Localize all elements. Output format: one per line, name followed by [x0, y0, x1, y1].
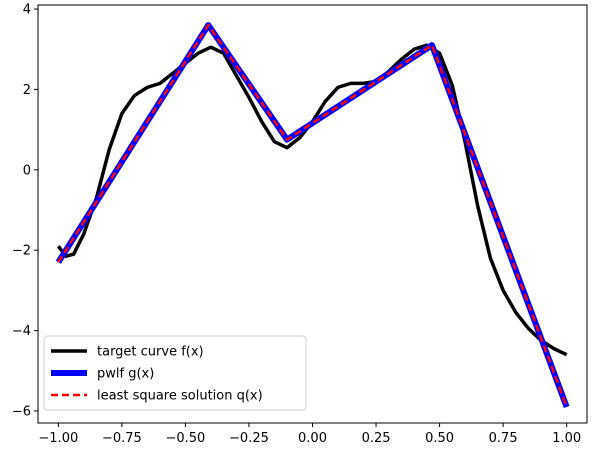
y-tick-label: 0 — [23, 163, 31, 178]
ticks-layer: −1.00 −0.75 −0.50 −0.25 0.00 0.25 0.50 0.75 1.00… — [12, 3, 581, 446]
x-tick-label: 0.75 — [489, 431, 518, 446]
x-tick-label: 1.00 — [552, 431, 581, 446]
y-tick-label: −2 — [12, 244, 31, 259]
series-layer — [55, 22, 570, 408]
legend: target curve f(x) pwlf g(x) least square s… — [43, 335, 307, 411]
x-tick-label: −1.00 — [38, 431, 78, 446]
legend-label-0: target curve f(x) — [97, 345, 204, 360]
legend-label-1: pwlf g(x) — [97, 367, 154, 382]
legend-label-2: least square solution q(x) — [97, 389, 263, 404]
x-tick-label: −0.75 — [102, 431, 142, 446]
series-line-2 — [57, 23, 568, 408]
x-tick-label: −0.50 — [165, 431, 205, 446]
y-tick-label: −4 — [12, 324, 31, 339]
x-tick-label: −0.25 — [229, 431, 269, 446]
legend-box — [43, 335, 307, 411]
y-tick-label: −6 — [12, 404, 31, 419]
x-tick-label: 0.25 — [362, 431, 391, 446]
y-tick-label: 2 — [23, 83, 31, 98]
y-tick-label: 4 — [23, 3, 31, 18]
x-tick-label: 0.00 — [298, 431, 327, 446]
x-tick-label: 0.50 — [425, 431, 454, 446]
